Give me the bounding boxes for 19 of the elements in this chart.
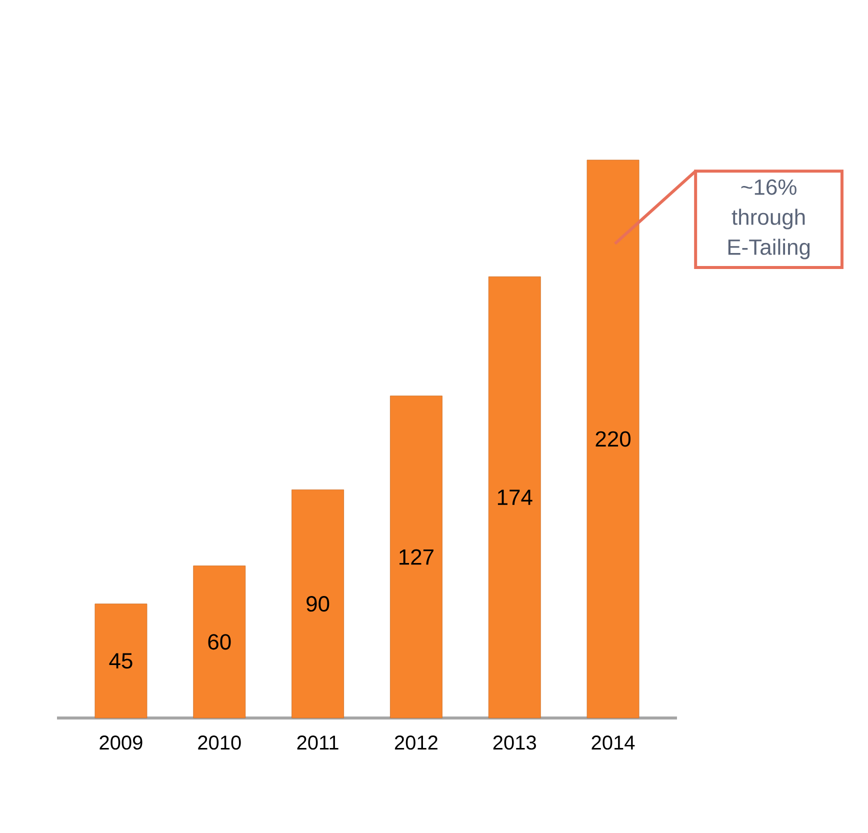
x-tick-label: 2011 <box>297 736 338 750</box>
x-tick-label: 2013 <box>493 736 536 750</box>
data-label: 174 <box>498 490 532 505</box>
bar <box>488 276 541 718</box>
x-tick-label: 2010 <box>198 736 241 750</box>
bar <box>193 566 246 718</box>
x-tick-label: 2009 <box>100 736 142 750</box>
x-tick-label: 2012 <box>394 736 438 750</box>
data-label: 45 <box>109 653 132 669</box>
x-tick-label: 2014 <box>592 736 635 750</box>
data-label: 220 <box>596 431 631 447</box>
bar <box>94 604 148 718</box>
bar <box>292 490 344 718</box>
data-label: 90 <box>306 596 330 612</box>
data-label: 127 <box>400 549 434 565</box>
bar <box>586 160 640 718</box>
text: ~16% through E-Tailing <box>728 179 810 260</box>
bar <box>390 396 442 718</box>
data-label: 60 <box>208 634 231 650</box>
